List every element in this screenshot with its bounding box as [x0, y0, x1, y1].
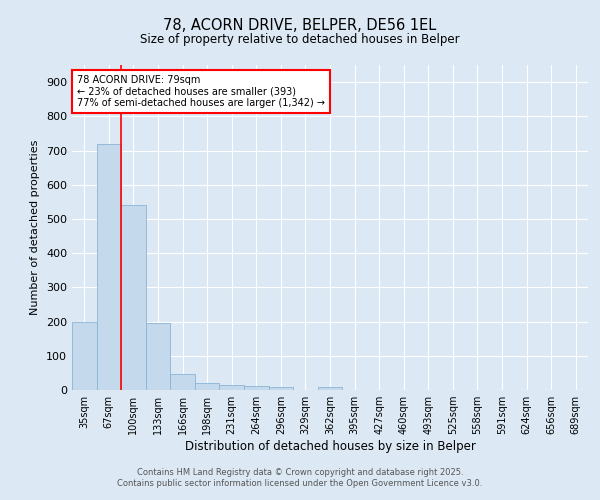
Bar	[72, 322, 97, 390]
Bar	[146, 324, 170, 390]
Bar	[244, 386, 269, 390]
Text: 78, ACORN DRIVE, BELPER, DE56 1EL: 78, ACORN DRIVE, BELPER, DE56 1EL	[163, 18, 437, 32]
X-axis label: Distribution of detached houses by size in Belper: Distribution of detached houses by size …	[185, 440, 475, 453]
Text: Size of property relative to detached houses in Belper: Size of property relative to detached ho…	[140, 32, 460, 46]
Bar	[269, 388, 293, 390]
Y-axis label: Number of detached properties: Number of detached properties	[31, 140, 40, 315]
Bar	[220, 385, 244, 390]
Bar	[318, 388, 342, 390]
Bar	[195, 383, 220, 390]
Text: 78 ACORN DRIVE: 79sqm
← 23% of detached houses are smaller (393)
77% of semi-det: 78 ACORN DRIVE: 79sqm ← 23% of detached …	[77, 74, 325, 108]
Text: Contains HM Land Registry data © Crown copyright and database right 2025.
Contai: Contains HM Land Registry data © Crown c…	[118, 468, 482, 487]
Bar	[97, 144, 121, 390]
Bar	[170, 374, 195, 390]
Bar	[121, 206, 146, 390]
